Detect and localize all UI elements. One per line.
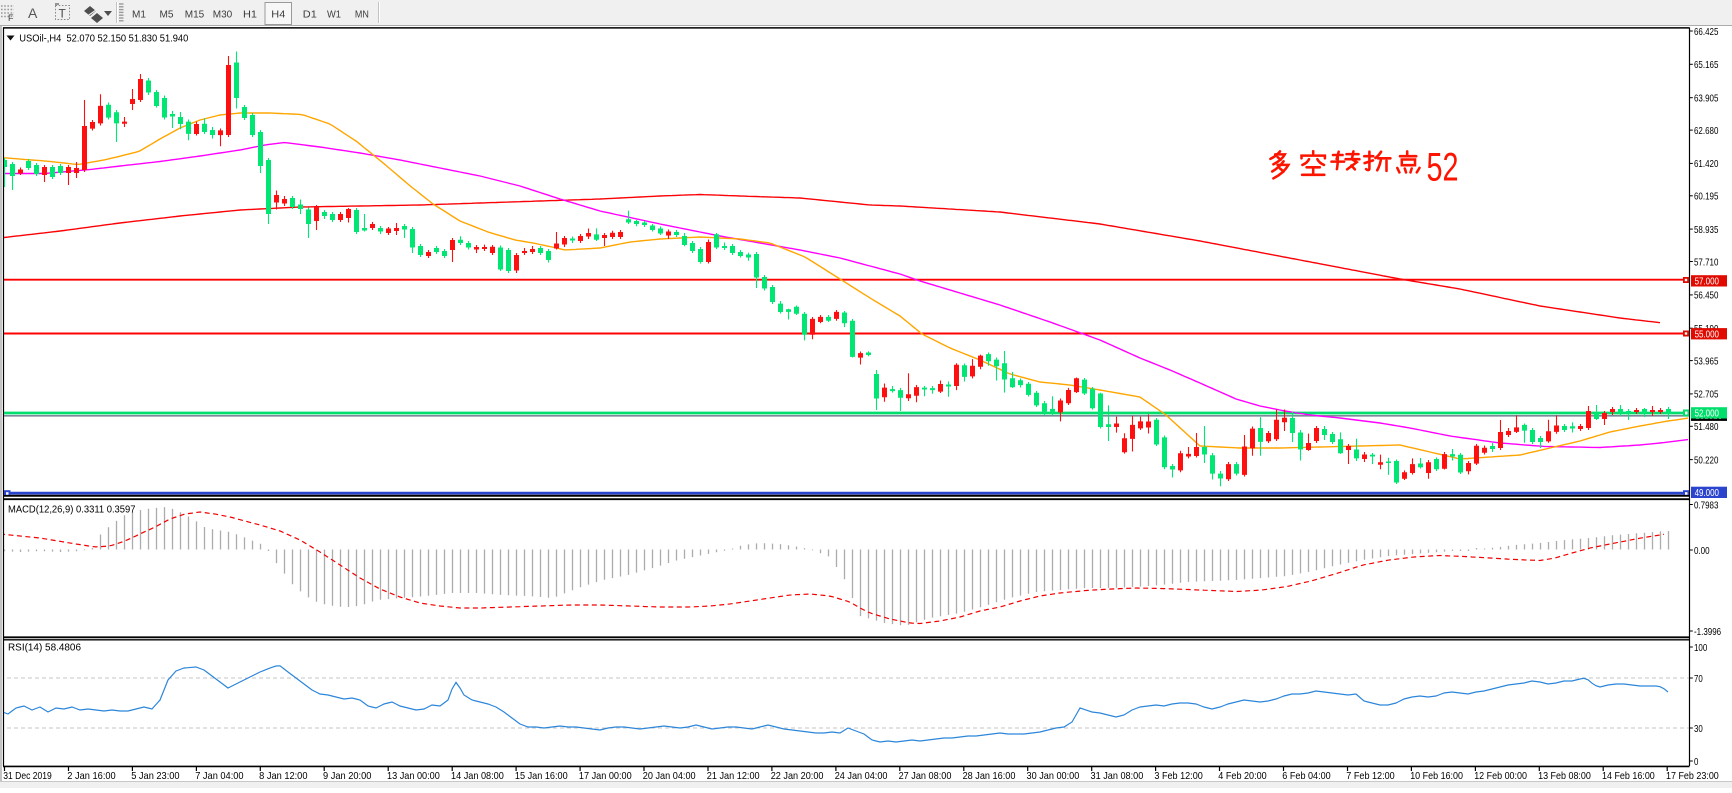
svg-text:H1: H1: [243, 9, 257, 21]
svg-text:7 Jan 04:00: 7 Jan 04:00: [195, 770, 244, 782]
svg-text:20 Jan 04:00: 20 Jan 04:00: [643, 770, 696, 782]
svg-text:9 Jan 20:00: 9 Jan 20:00: [323, 770, 372, 782]
svg-text:14 Feb 16:00: 14 Feb 16:00: [1602, 770, 1655, 782]
svg-text:100: 100: [1694, 642, 1707, 654]
svg-text:70: 70: [1694, 673, 1703, 685]
svg-text:12 Feb 00:00: 12 Feb 00:00: [1474, 770, 1527, 782]
svg-text:M15: M15: [185, 9, 205, 21]
svg-text:M1: M1: [132, 9, 146, 21]
svg-text:A: A: [28, 5, 38, 21]
svg-text:MN: MN: [355, 9, 369, 21]
svg-text:0.7983: 0.7983: [1694, 499, 1719, 511]
svg-text:58.935: 58.935: [1694, 224, 1719, 236]
svg-text:52.705: 52.705: [1694, 389, 1719, 401]
svg-text:14 Jan 08:00: 14 Jan 08:00: [451, 770, 504, 782]
svg-text:57.710: 57.710: [1694, 256, 1719, 268]
svg-text:51.480: 51.480: [1694, 421, 1719, 433]
svg-text:0.00: 0.00: [1694, 545, 1710, 557]
svg-text:6 Feb 04:00: 6 Feb 04:00: [1282, 770, 1331, 782]
svg-text:W1: W1: [327, 9, 341, 21]
svg-text:2 Jan 16:00: 2 Jan 16:00: [67, 770, 116, 782]
svg-text:27 Jan 08:00: 27 Jan 08:00: [899, 770, 952, 782]
svg-text:15 Jan 16:00: 15 Jan 16:00: [515, 770, 568, 782]
svg-text:3 Feb 12:00: 3 Feb 12:00: [1154, 770, 1203, 782]
svg-text:10 Feb 16:00: 10 Feb 16:00: [1410, 770, 1463, 782]
svg-text:13 Feb 08:00: 13 Feb 08:00: [1538, 770, 1591, 782]
svg-text:0: 0: [1694, 756, 1699, 768]
svg-text:24 Jan 04:00: 24 Jan 04:00: [835, 770, 888, 782]
svg-text:30 Jan 00:00: 30 Jan 00:00: [1027, 770, 1080, 782]
svg-text:RSI(14) 58.4806: RSI(14) 58.4806: [8, 643, 82, 654]
svg-text:56.450: 56.450: [1694, 290, 1719, 302]
svg-text:31 Dec 2019: 31 Dec 2019: [3, 770, 52, 782]
svg-text:28 Jan 16:00: 28 Jan 16:00: [963, 770, 1016, 782]
svg-text:62.680: 62.680: [1694, 125, 1719, 137]
svg-text:66.425: 66.425: [1694, 26, 1719, 38]
svg-text:M30: M30: [213, 9, 233, 21]
svg-text:7 Feb 12:00: 7 Feb 12:00: [1346, 770, 1395, 782]
svg-text:T: T: [59, 7, 67, 21]
svg-text:61.420: 61.420: [1694, 158, 1719, 170]
svg-text:D1: D1: [303, 9, 317, 21]
svg-text:-1.3996: -1.3996: [1694, 626, 1721, 638]
svg-text:H4: H4: [271, 9, 285, 21]
svg-text:F: F: [8, 13, 14, 23]
svg-text:55.000: 55.000: [1695, 329, 1720, 341]
svg-text:13 Jan 00:00: 13 Jan 00:00: [387, 770, 440, 782]
svg-text:31 Jan 08:00: 31 Jan 08:00: [1091, 770, 1144, 782]
svg-text:65.165: 65.165: [1694, 59, 1719, 71]
svg-text:M5: M5: [160, 9, 174, 21]
svg-text:63.905: 63.905: [1694, 93, 1719, 105]
svg-text:60.195: 60.195: [1694, 191, 1719, 203]
svg-text:53.965: 53.965: [1694, 355, 1719, 367]
svg-text:MACD(12,26,9) 0.3311 0.3597: MACD(12,26,9) 0.3311 0.3597: [8, 505, 136, 516]
svg-text:22 Jan 20:00: 22 Jan 20:00: [771, 770, 824, 782]
svg-text:49.000: 49.000: [1695, 487, 1720, 499]
svg-text:21 Jan 12:00: 21 Jan 12:00: [707, 770, 760, 782]
svg-text:8 Jan 12:00: 8 Jan 12:00: [259, 770, 308, 782]
svg-text:30: 30: [1694, 723, 1703, 735]
svg-text:57.000: 57.000: [1695, 276, 1720, 288]
svg-text:17 Feb 23:00: 17 Feb 23:00: [1666, 770, 1719, 782]
svg-text:5 Jan 23:00: 5 Jan 23:00: [131, 770, 180, 782]
svg-text:52.000: 52.000: [1695, 408, 1720, 420]
svg-text:17 Jan 00:00: 17 Jan 00:00: [579, 770, 632, 782]
svg-text:50.220: 50.220: [1694, 454, 1719, 466]
svg-text:4 Feb 20:00: 4 Feb 20:00: [1218, 770, 1267, 782]
svg-text:52: 52: [1427, 145, 1459, 189]
svg-text:USOil-,H4 52.070 52.150 51.83: USOil-,H4 52.070 52.150 51.830 51.940: [19, 33, 189, 44]
